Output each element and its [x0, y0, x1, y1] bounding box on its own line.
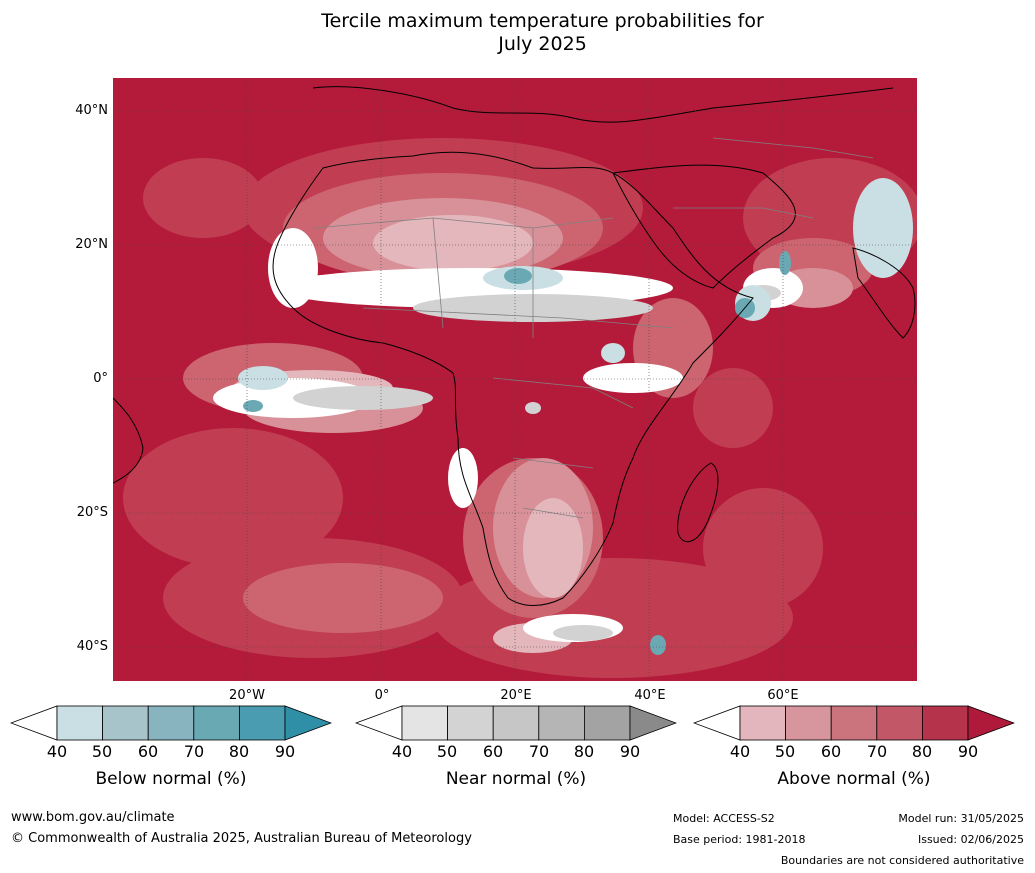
colorbar-above-swatches — [692, 705, 1016, 741]
above-normal-label: Above normal (%) — [777, 769, 931, 789]
colorbar-near-swatches — [354, 705, 678, 741]
colorbar-min-arrow — [692, 705, 741, 741]
model-name: Model: ACCESS-S2 — [673, 812, 775, 825]
above-tick-40: 40 — [729, 742, 751, 761]
above-tick-70: 70 — [866, 742, 888, 761]
colorbar-below-swatches — [9, 705, 333, 741]
below-tick-50: 50 — [91, 742, 113, 761]
colorbar-swatch — [583, 705, 631, 741]
africa-coastline — [272, 151, 754, 606]
near-tick-90: 90 — [619, 742, 641, 761]
copyright-text: © Commonwealth of Australia 2025, Austra… — [11, 831, 472, 846]
lat-label-0: 0° — [93, 371, 108, 386]
colorbar-swatch — [739, 705, 786, 741]
below-tick-90: 90 — [274, 742, 296, 761]
above-tick-80: 80 — [911, 742, 933, 761]
model-run: Model run: 31/05/2025 — [898, 812, 1024, 825]
map-svg — [113, 78, 917, 681]
lat-label-40n: 40°N — [75, 103, 108, 118]
below-tick-40: 40 — [46, 742, 68, 761]
above-tick-50: 50 — [774, 742, 796, 761]
below-tick-60: 60 — [137, 742, 159, 761]
below-normal-label: Below normal (%) — [95, 769, 247, 789]
near-tick-80: 80 — [573, 742, 595, 761]
colorbar-max-arrow — [284, 705, 333, 741]
lat-label-40s: 40°S — [76, 639, 108, 654]
colorbar-swatch — [447, 705, 494, 741]
lat-label-20s: 20°S — [76, 505, 108, 520]
colorbar-max-arrow — [967, 705, 1016, 741]
near-tick-60: 60 — [482, 742, 504, 761]
boundary-disclaimer: Boundaries are not considered authoritat… — [780, 854, 1024, 867]
india-coastline — [852, 247, 916, 339]
colorbar-swatch — [876, 705, 923, 741]
title-line-2: July 2025 — [498, 33, 587, 55]
country-borders — [312, 137, 874, 519]
lon-label-0: 0° — [374, 688, 390, 703]
lon-label-20w: 20°W — [229, 688, 265, 703]
europe-coastline — [312, 86, 894, 123]
probability-map — [113, 78, 917, 681]
colorbar-swatch — [492, 705, 540, 741]
above-tick-60: 60 — [820, 742, 842, 761]
colorbar-below-normal: 40 50 60 70 80 90 Below normal (%) — [9, 705, 333, 789]
colorbar-above-normal: 40 50 60 70 80 90 Above normal (%) — [692, 705, 1016, 789]
lon-label-40e: 40°E — [634, 688, 666, 703]
above-tick-90: 90 — [957, 742, 979, 761]
colorbar-swatch — [238, 705, 286, 741]
gridlines — [113, 78, 917, 681]
colorbar-swatch — [193, 705, 240, 741]
near-tick-70: 70 — [528, 742, 550, 761]
colorbar-swatch — [102, 705, 149, 741]
near-tick-50: 50 — [436, 742, 458, 761]
south-america-coastline — [113, 397, 144, 484]
issued-date: Issued: 02/06/2025 — [917, 833, 1024, 846]
colorbar-swatch — [921, 705, 969, 741]
website-link[interactable]: www.bom.gov.au/climate — [11, 810, 175, 825]
below-tick-80: 80 — [228, 742, 250, 761]
colorbar-min-arrow — [354, 705, 403, 741]
near-normal-label: Near normal (%) — [445, 769, 587, 789]
colorbar-swatch — [147, 705, 195, 741]
colorbar-swatch — [538, 705, 585, 741]
arabia-coastline — [612, 164, 796, 289]
base-period: Base period: 1981-2018 — [673, 833, 806, 846]
colorbar-max-arrow — [629, 705, 678, 741]
chart-title: Tercile maximum temperature probabilitie… — [0, 10, 1035, 56]
lon-label-60e: 60°E — [767, 688, 799, 703]
lon-label-20e: 20°E — [500, 688, 532, 703]
title-line-1: Tercile maximum temperature probabilitie… — [321, 10, 764, 32]
colorbar-swatch — [830, 705, 878, 741]
madagascar-coastline — [677, 462, 719, 543]
colorbar-min-arrow — [9, 705, 58, 741]
colorbar-swatch — [401, 705, 448, 741]
colorbar-near-normal: 40 50 60 70 80 90 Near normal (%) — [354, 705, 678, 789]
below-tick-70: 70 — [183, 742, 205, 761]
colorbar-swatch — [785, 705, 832, 741]
colorbar-swatch — [56, 705, 103, 741]
near-tick-40: 40 — [391, 742, 413, 761]
lat-label-20n: 20°N — [75, 237, 108, 252]
